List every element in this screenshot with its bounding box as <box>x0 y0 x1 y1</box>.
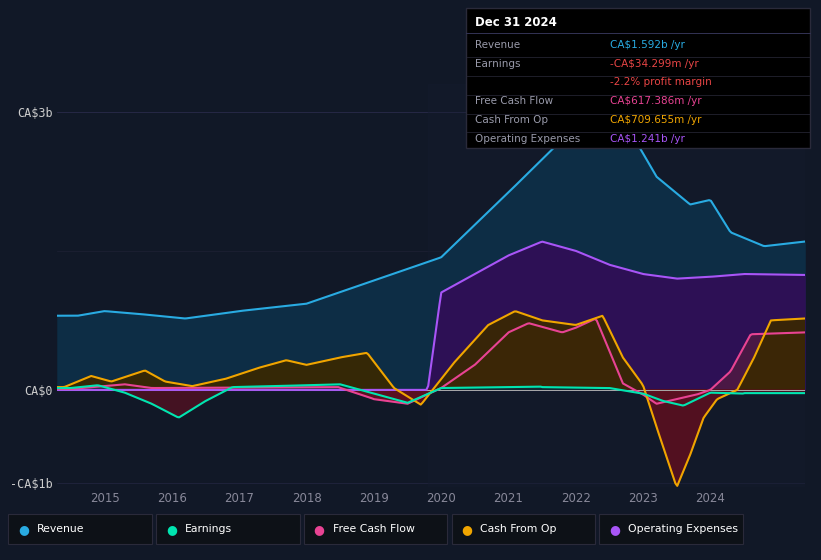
Text: CA$617.386m /yr: CA$617.386m /yr <box>611 96 702 106</box>
Text: Operating Expenses: Operating Expenses <box>475 134 580 144</box>
Text: Earnings: Earnings <box>475 58 520 68</box>
Text: ●: ● <box>18 522 29 536</box>
Text: Earnings: Earnings <box>185 524 232 534</box>
Text: Operating Expenses: Operating Expenses <box>628 524 738 534</box>
Text: ●: ● <box>461 522 472 536</box>
Text: Dec 31 2024: Dec 31 2024 <box>475 16 557 29</box>
Text: ●: ● <box>609 522 620 536</box>
Text: ●: ● <box>166 522 177 536</box>
Text: Free Cash Flow: Free Cash Flow <box>475 96 553 106</box>
Text: Revenue: Revenue <box>475 40 520 50</box>
Text: Free Cash Flow: Free Cash Flow <box>333 524 415 534</box>
Text: CA$709.655m /yr: CA$709.655m /yr <box>611 115 702 125</box>
Text: Revenue: Revenue <box>37 524 85 534</box>
Text: ●: ● <box>314 522 324 536</box>
Text: -CA$34.299m /yr: -CA$34.299m /yr <box>611 58 699 68</box>
Bar <box>428 84 811 487</box>
Text: Cash From Op: Cash From Op <box>480 524 557 534</box>
Text: CA$1.592b /yr: CA$1.592b /yr <box>611 40 686 50</box>
Text: CA$1.241b /yr: CA$1.241b /yr <box>611 134 686 144</box>
Text: Cash From Op: Cash From Op <box>475 115 548 125</box>
Text: -2.2% profit margin: -2.2% profit margin <box>611 77 712 87</box>
